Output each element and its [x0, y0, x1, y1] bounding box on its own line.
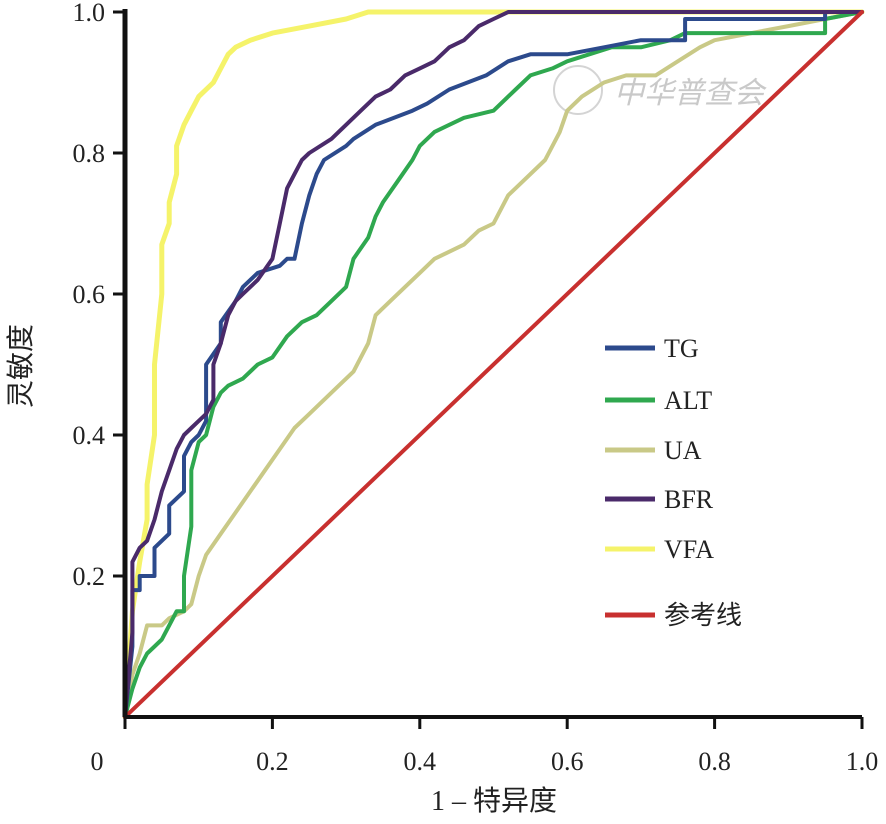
- x-tick-label: 0.6: [551, 747, 584, 776]
- y-tick-label: 0.8: [73, 139, 106, 168]
- ticks: 0 0.2 0.4 0.6 0.8 1.0 0.2 0.4 0.6 0.8 1.0: [73, 0, 879, 776]
- series-layer: [122, 9, 865, 720]
- x-tick-label: 0: [91, 747, 104, 776]
- legend-label-tg: TG: [664, 334, 699, 363]
- series-line-bfr: [123, 10, 864, 719]
- x-tick-label: 0.8: [698, 747, 731, 776]
- legend-label-alt: ALT: [664, 386, 712, 415]
- y-tick-label: 0.4: [73, 421, 106, 450]
- y-axis-title: 灵敏度: [5, 324, 37, 408]
- legend-label-bfr: BFR: [664, 485, 714, 514]
- series-line-reference: [123, 10, 864, 719]
- x-axis-title: 1 – 特异度: [431, 785, 557, 817]
- x-tick-label: 0.4: [404, 747, 437, 776]
- x-tick-label: 1.0: [846, 747, 879, 776]
- series-line-tg: [123, 10, 864, 719]
- legend-label-vfa: VFA: [664, 535, 714, 564]
- watermark-text: 中华普查会: [614, 76, 767, 111]
- y-tick-label: 1.0: [73, 0, 106, 27]
- x-tick-label: 0.2: [256, 747, 289, 776]
- axes: [122, 9, 862, 719]
- watermark-seal-icon: [553, 65, 603, 115]
- series-line-ua: [123, 10, 864, 719]
- legend-label-ua: UA: [664, 436, 702, 465]
- y-tick-label: 0.2: [73, 562, 106, 591]
- legend: TG ALT UA BFR VFA 参考线: [605, 334, 742, 630]
- series-line-alt: [123, 10, 864, 719]
- legend-label-reference: 参考线: [664, 601, 742, 630]
- y-tick-label: 0.6: [73, 280, 106, 309]
- series-line-vfa: [122, 9, 865, 720]
- watermark: 中华普查会: [553, 65, 767, 115]
